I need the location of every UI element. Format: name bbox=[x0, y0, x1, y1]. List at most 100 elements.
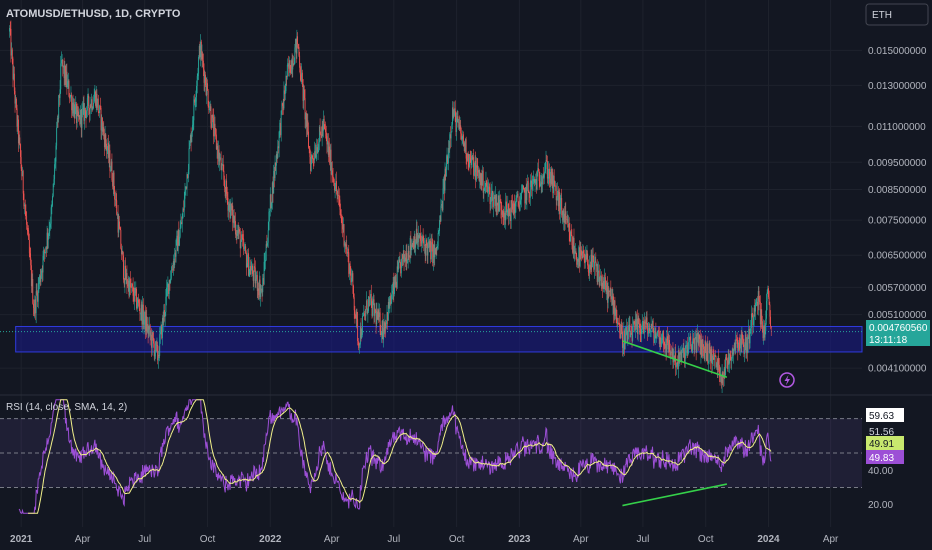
candle-body bbox=[516, 193, 518, 196]
candle-body bbox=[75, 103, 77, 123]
candle-body bbox=[564, 211, 566, 223]
candle-body bbox=[589, 265, 591, 273]
candle-body bbox=[490, 193, 492, 202]
candle-body bbox=[306, 120, 308, 128]
lightning-icon-ring[interactable] bbox=[779, 372, 795, 388]
candle-body bbox=[400, 259, 402, 274]
candle-body bbox=[727, 357, 729, 369]
candle-body bbox=[742, 339, 744, 345]
candle-body bbox=[45, 247, 47, 250]
candle-body bbox=[194, 99, 195, 103]
candle-body bbox=[193, 99, 195, 121]
candle-body bbox=[503, 217, 505, 218]
candle-body bbox=[144, 311, 146, 320]
candle-body bbox=[386, 312, 388, 321]
candle-body bbox=[174, 252, 176, 257]
candle-body bbox=[93, 97, 95, 103]
rsi-upper-band-top-tag bbox=[866, 408, 904, 422]
candle-body bbox=[641, 329, 643, 334]
candle-body bbox=[707, 343, 709, 364]
candle-body bbox=[697, 332, 699, 344]
candle-body bbox=[500, 201, 502, 211]
time-tick-label: Apr bbox=[573, 534, 589, 545]
rsi-value-tags: 59.63 51.56 49.91 49.83 bbox=[866, 408, 904, 464]
candle-body bbox=[436, 247, 438, 249]
candle-body bbox=[348, 263, 350, 274]
candle-body bbox=[359, 326, 361, 345]
candle-body bbox=[565, 211, 567, 220]
currency-button[interactable]: ETH bbox=[865, 3, 929, 26]
candle-body bbox=[652, 320, 653, 328]
candle-body bbox=[342, 224, 344, 230]
candle-body bbox=[381, 321, 383, 333]
candle-body bbox=[237, 230, 238, 236]
candle-body bbox=[445, 168, 447, 177]
candle-body bbox=[11, 49, 13, 56]
candle-body bbox=[44, 252, 46, 254]
candle-body bbox=[101, 117, 103, 132]
candle-body bbox=[600, 275, 602, 278]
candle-body bbox=[384, 322, 386, 333]
candle-body bbox=[686, 344, 688, 347]
candle-body bbox=[540, 183, 541, 187]
candle-body bbox=[753, 308, 755, 318]
candle-body bbox=[648, 328, 650, 331]
candle-body bbox=[698, 334, 700, 344]
candle-body bbox=[455, 112, 457, 132]
candle-body bbox=[547, 176, 549, 179]
candle-body bbox=[449, 134, 451, 150]
candle-body bbox=[716, 363, 718, 370]
candle-body bbox=[450, 132, 452, 139]
candle-body bbox=[96, 93, 98, 108]
price-candles[interactable] bbox=[9, 20, 772, 393]
currency-button-frame[interactable] bbox=[865, 3, 929, 26]
candle-body bbox=[155, 341, 157, 346]
rsi-pane[interactable] bbox=[0, 399, 862, 514]
candle-body bbox=[744, 334, 746, 350]
candle-body bbox=[84, 107, 86, 121]
candle-body bbox=[218, 149, 220, 162]
candle-body bbox=[484, 187, 486, 191]
candle-body bbox=[672, 348, 674, 363]
lightning-icon-bolt[interactable] bbox=[784, 375, 791, 386]
candle-body bbox=[646, 317, 648, 325]
candle-body bbox=[486, 185, 488, 192]
candle-body bbox=[377, 310, 379, 320]
candle-body bbox=[394, 276, 396, 285]
candle-body bbox=[312, 155, 314, 159]
candle-body bbox=[92, 108, 94, 110]
rsi-upper-band-top-value: 59.63 bbox=[869, 411, 894, 422]
candle-body bbox=[438, 231, 440, 234]
candle-body bbox=[24, 204, 26, 207]
candle-body bbox=[355, 311, 357, 319]
candle-body bbox=[60, 60, 62, 64]
candle-body bbox=[509, 208, 511, 215]
candle-body bbox=[294, 47, 296, 64]
candle-body bbox=[149, 325, 150, 330]
lightning-icon[interactable] bbox=[779, 372, 795, 388]
candle-body bbox=[439, 220, 440, 232]
candle-body bbox=[415, 228, 417, 243]
candle-body bbox=[477, 170, 479, 173]
candle-body bbox=[552, 172, 554, 194]
candle-body bbox=[467, 153, 469, 162]
candle-body bbox=[544, 169, 546, 172]
candle-body bbox=[128, 280, 130, 296]
candle-body bbox=[409, 237, 411, 258]
candle-body bbox=[11, 49, 13, 59]
candle-body bbox=[228, 205, 230, 211]
candle-body bbox=[373, 299, 375, 316]
candle-body bbox=[594, 262, 595, 270]
candle-body bbox=[215, 128, 217, 135]
candle-body bbox=[385, 320, 387, 329]
candle-body bbox=[647, 324, 649, 334]
currency-button-label[interactable]: ETH bbox=[872, 10, 892, 21]
candle-body bbox=[293, 63, 295, 66]
candle-body bbox=[695, 336, 696, 339]
candle-body bbox=[659, 337, 661, 344]
candle-body bbox=[293, 63, 294, 66]
candle-body bbox=[742, 334, 744, 340]
candle-body bbox=[134, 287, 135, 302]
candle-body bbox=[770, 326, 772, 329]
